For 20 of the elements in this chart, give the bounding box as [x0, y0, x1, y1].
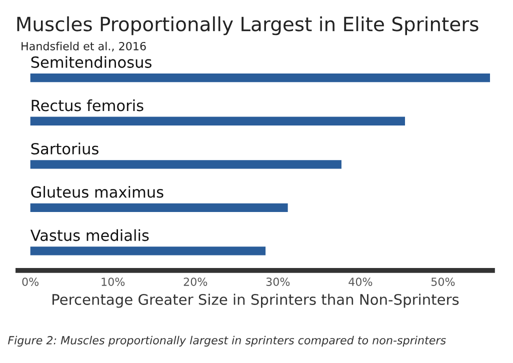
chart-title: Muscles Proportionally Largest in Elite Sprinters: [17, 16, 478, 36]
y-tick-label: Sartorius: [31, 142, 98, 155]
x-tick-label: 20%: [184, 278, 208, 286]
x-tick-label: 50%: [431, 278, 455, 286]
x-tick-label: 0%: [22, 278, 39, 286]
bar: [30, 160, 342, 169]
y-tick-label: Rectus femoris: [32, 99, 144, 112]
bar: [30, 116, 405, 126]
bar: [30, 203, 288, 212]
y-tick-label: Semitendinosus: [31, 56, 152, 68]
bar: [30, 246, 266, 256]
x-tick-label: 40%: [348, 278, 372, 286]
x-tick-label: 10%: [102, 278, 125, 286]
bar: [30, 74, 490, 82]
y-tick-label: Vastus medialis: [30, 229, 149, 242]
chart-subtitle: Handsfield et al., 2016: [22, 42, 146, 52]
x-axis-title: Percentage Greater Size in Sprinters than Non-Sprinters: [52, 294, 459, 308]
y-tick-label: Gluteus maximus: [31, 186, 164, 198]
caption: Figure 2: Muscles proportionally largest in sprinters compared to non-sprinters: [8, 336, 446, 347]
x-tick-label: 30%: [266, 278, 290, 286]
